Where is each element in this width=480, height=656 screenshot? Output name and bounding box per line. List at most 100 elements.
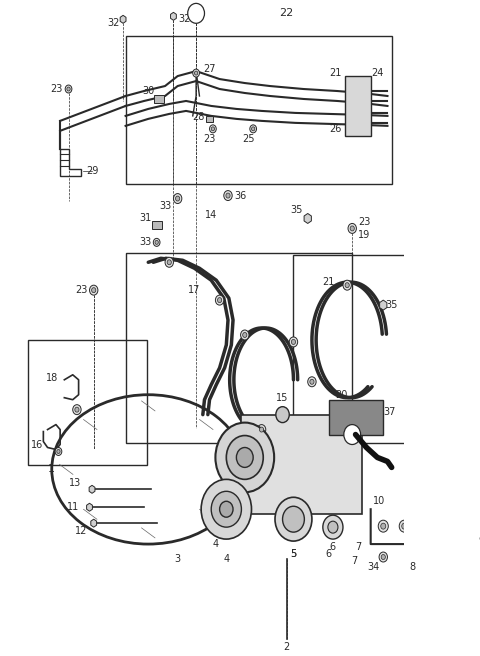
Circle shape — [240, 330, 249, 340]
Circle shape — [73, 405, 81, 415]
Circle shape — [289, 337, 298, 347]
Circle shape — [216, 422, 274, 492]
Text: 22: 22 — [280, 9, 294, 18]
Circle shape — [65, 85, 72, 93]
Polygon shape — [304, 213, 312, 224]
Bar — [206, 116, 213, 122]
Bar — [293, 255, 446, 443]
Text: 23: 23 — [358, 217, 370, 228]
Circle shape — [381, 554, 385, 560]
Polygon shape — [91, 519, 96, 527]
Text: 28: 28 — [192, 112, 205, 122]
Circle shape — [201, 480, 252, 539]
Text: 32: 32 — [108, 18, 120, 28]
Circle shape — [167, 260, 171, 265]
Polygon shape — [170, 12, 176, 20]
Text: 2: 2 — [284, 642, 290, 651]
Text: 19: 19 — [358, 230, 370, 240]
Text: 36: 36 — [234, 190, 247, 201]
Text: 7: 7 — [355, 542, 361, 552]
Circle shape — [276, 407, 289, 422]
Circle shape — [344, 424, 360, 445]
Circle shape — [173, 194, 182, 203]
Text: 5: 5 — [290, 549, 297, 559]
Circle shape — [348, 224, 357, 234]
Circle shape — [402, 523, 407, 529]
Circle shape — [188, 3, 204, 24]
Bar — [152, 222, 162, 230]
Text: 23: 23 — [50, 84, 62, 94]
Text: 23: 23 — [75, 285, 87, 295]
Circle shape — [350, 226, 354, 231]
Text: 24: 24 — [371, 68, 384, 78]
Circle shape — [226, 436, 263, 480]
Circle shape — [378, 520, 388, 532]
Circle shape — [345, 283, 349, 288]
Text: 13: 13 — [69, 478, 82, 488]
Text: 1: 1 — [48, 464, 55, 474]
Text: 11: 11 — [68, 502, 80, 512]
Text: 3: 3 — [175, 554, 180, 564]
Circle shape — [243, 333, 247, 337]
Text: 18: 18 — [46, 373, 58, 383]
Polygon shape — [380, 300, 387, 310]
Polygon shape — [86, 503, 93, 511]
Text: 10: 10 — [373, 496, 385, 506]
Circle shape — [153, 238, 160, 247]
Circle shape — [291, 339, 296, 344]
Text: 32: 32 — [178, 14, 191, 24]
Circle shape — [55, 447, 62, 455]
Circle shape — [275, 497, 312, 541]
Circle shape — [155, 240, 158, 244]
Circle shape — [328, 521, 338, 533]
Polygon shape — [408, 548, 417, 560]
Circle shape — [236, 447, 253, 468]
Circle shape — [252, 127, 255, 131]
Text: 7: 7 — [351, 556, 357, 566]
Text: 21: 21 — [323, 277, 335, 287]
Circle shape — [257, 424, 266, 434]
Text: 12: 12 — [75, 526, 87, 536]
Circle shape — [343, 280, 351, 290]
Text: 37: 37 — [384, 407, 396, 417]
Text: 23: 23 — [204, 134, 216, 144]
Text: 26: 26 — [329, 124, 342, 134]
Text: 27: 27 — [204, 64, 216, 74]
Text: 21: 21 — [329, 68, 342, 78]
Text: 30: 30 — [142, 86, 155, 96]
Text: 8: 8 — [409, 562, 416, 572]
Circle shape — [193, 69, 200, 77]
Circle shape — [194, 71, 198, 75]
Text: REF.97-976B: REF.97-976B — [263, 485, 311, 494]
Text: 35: 35 — [385, 300, 398, 310]
Bar — [240, 415, 362, 514]
Circle shape — [165, 257, 173, 267]
Text: 5: 5 — [290, 549, 297, 559]
Circle shape — [176, 196, 180, 201]
Circle shape — [308, 377, 316, 387]
Text: 4: 4 — [223, 554, 229, 564]
Text: 16: 16 — [31, 440, 43, 449]
Circle shape — [92, 288, 96, 293]
Polygon shape — [120, 15, 126, 24]
Circle shape — [224, 191, 232, 201]
Text: 33: 33 — [140, 237, 152, 247]
Circle shape — [323, 515, 343, 539]
Circle shape — [220, 501, 233, 517]
Polygon shape — [425, 541, 434, 553]
Bar — [346, 76, 371, 136]
Circle shape — [283, 506, 304, 532]
Bar — [28, 340, 147, 465]
Circle shape — [399, 520, 409, 532]
Text: 34: 34 — [367, 562, 379, 572]
Circle shape — [226, 193, 230, 198]
Circle shape — [89, 285, 98, 295]
Circle shape — [211, 491, 241, 527]
Bar — [154, 95, 164, 103]
Circle shape — [210, 125, 216, 133]
Circle shape — [67, 87, 70, 91]
Circle shape — [379, 552, 387, 562]
Text: 29: 29 — [86, 166, 98, 176]
Text: 33: 33 — [160, 201, 172, 211]
Circle shape — [310, 379, 314, 384]
